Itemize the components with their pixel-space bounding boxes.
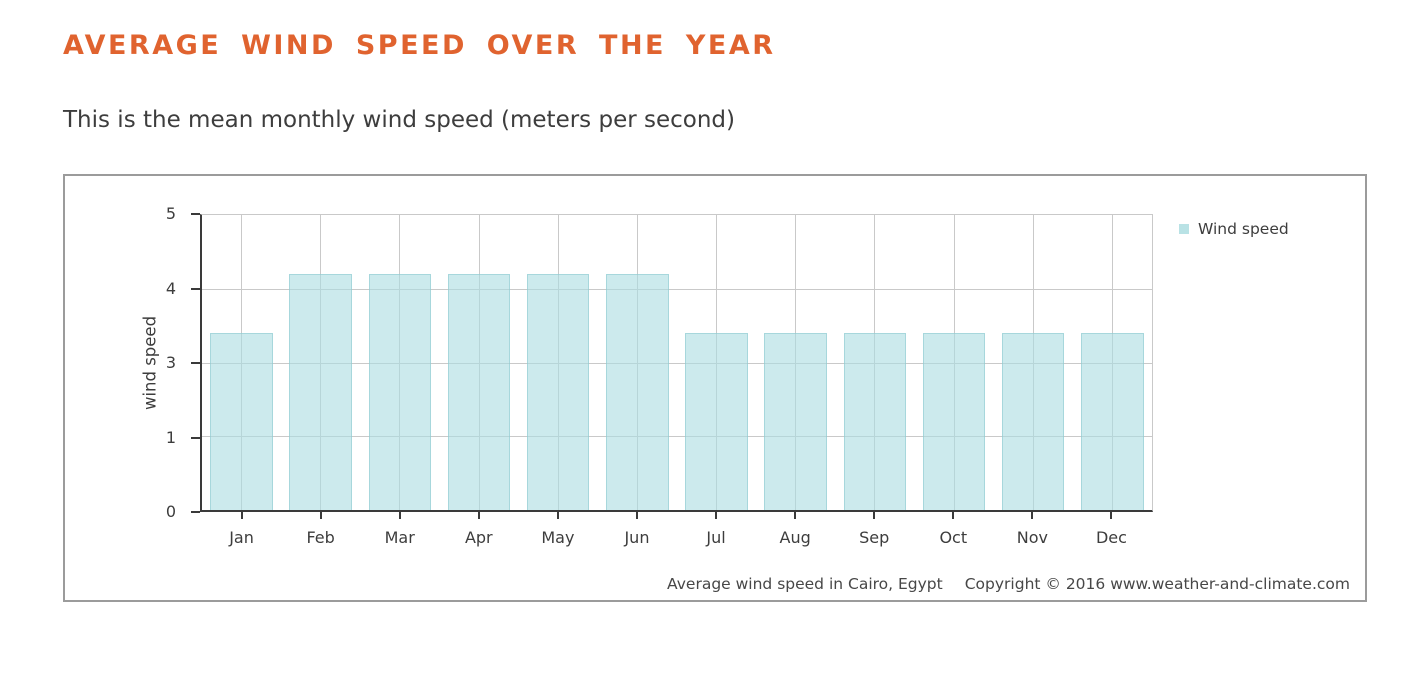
- x-tick-mark: [319, 512, 322, 519]
- wind-speed-bar-sep: [843, 333, 907, 510]
- gridline-h: [202, 362, 1152, 364]
- x-tick-mark: [556, 512, 559, 519]
- x-tick-mark: [715, 512, 718, 519]
- y-tick-label: 0: [165, 502, 176, 521]
- bar-slot-jan: [202, 215, 281, 510]
- x-tick-label: Oct: [939, 528, 968, 547]
- x-tick-mark: [952, 512, 955, 519]
- page-title: AVERAGE WIND SPEED OVER THE YEAR: [63, 30, 776, 61]
- wind-speed-bar-jul: [685, 333, 748, 510]
- x-tick-mark: [873, 512, 876, 519]
- x-tick-label: Dec: [1095, 528, 1127, 547]
- wind-speed-bar-may: [526, 274, 590, 510]
- bar-slot-sep: [835, 215, 914, 510]
- gridline-h: [202, 288, 1152, 290]
- x-tick-label: Apr: [464, 528, 493, 547]
- x-tick-label: Jan: [229, 528, 254, 547]
- x-tick-mark: [635, 512, 638, 519]
- wind-speed-bar-jun: [606, 274, 669, 510]
- wind-speed-bar-oct: [922, 333, 986, 510]
- x-tick-mark: [398, 512, 401, 519]
- y-tick-label: 5: [165, 204, 176, 223]
- x-tick-label: Mar: [384, 528, 415, 547]
- x-tick-label: Sep: [859, 528, 890, 547]
- bar-slot-oct: [915, 215, 994, 510]
- bar-slot-aug: [756, 215, 835, 510]
- legend: Wind speed: [1179, 220, 1289, 238]
- x-tick-label: May: [541, 528, 575, 547]
- wind-speed-bar-mar: [368, 274, 432, 510]
- bar-slot-jun: [598, 215, 677, 510]
- wind-speed-bar-apr: [447, 274, 511, 510]
- bar-slot-apr: [440, 215, 519, 510]
- plot-area: [200, 214, 1153, 512]
- chart-caption: Average wind speed in Cairo, Egypt Copyr…: [667, 575, 1350, 593]
- y-tick-mark: [191, 436, 200, 439]
- x-tick-mark: [1031, 512, 1034, 519]
- y-tick-label: 3: [165, 353, 176, 372]
- bar-slot-may: [519, 215, 598, 510]
- x-tick-label: Feb: [306, 528, 335, 547]
- x-tick-label: Jul: [706, 528, 726, 547]
- wind-speed-bar-feb: [289, 274, 352, 510]
- x-tick-mark: [1110, 512, 1113, 519]
- wind-speed-bar-dec: [1081, 333, 1144, 510]
- bar-slot-mar: [360, 215, 439, 510]
- x-tick-label: Jun: [624, 528, 650, 547]
- copyright-text: Copyright © 2016 www.weather-and-climate…: [964, 575, 1350, 593]
- y-tick-label: 1: [165, 427, 176, 447]
- wind-speed-bar-aug: [764, 333, 827, 510]
- caption-text: Average wind speed in Cairo, Egypt: [667, 575, 943, 593]
- bar-slot-feb: [281, 215, 360, 510]
- x-tick-mark: [794, 512, 797, 519]
- legend-swatch-icon: [1179, 224, 1189, 234]
- legend-label: Wind speed: [1198, 220, 1289, 238]
- bar-slot-jul: [677, 215, 756, 510]
- y-tick-mark: [191, 511, 200, 513]
- y-tick-label: 4: [165, 278, 176, 298]
- bar-slot-dec: [1073, 215, 1152, 510]
- y-tick-mark: [191, 213, 200, 215]
- page-subtitle: This is the mean monthly wind speed (met…: [63, 107, 735, 133]
- x-tick-mark: [477, 512, 480, 519]
- x-tick-mark: [240, 512, 243, 519]
- y-tick-mark: [191, 287, 200, 290]
- y-tick-mark: [191, 362, 200, 364]
- wind-speed-bar-jan: [210, 333, 273, 510]
- wind-speed-bar-nov: [1001, 333, 1065, 510]
- y-axis-labels: 0 1 3 4 5: [65, 204, 200, 521]
- x-tick-label: Nov: [1016, 528, 1048, 547]
- x-tick-label: Aug: [779, 528, 811, 547]
- bar-slot-nov: [994, 215, 1073, 510]
- x-axis-labels: Jan Feb Mar Apr May Jun Jul Aug Sep Oct Nov Dec: [202, 512, 1151, 556]
- gridline-h: [202, 436, 1152, 438]
